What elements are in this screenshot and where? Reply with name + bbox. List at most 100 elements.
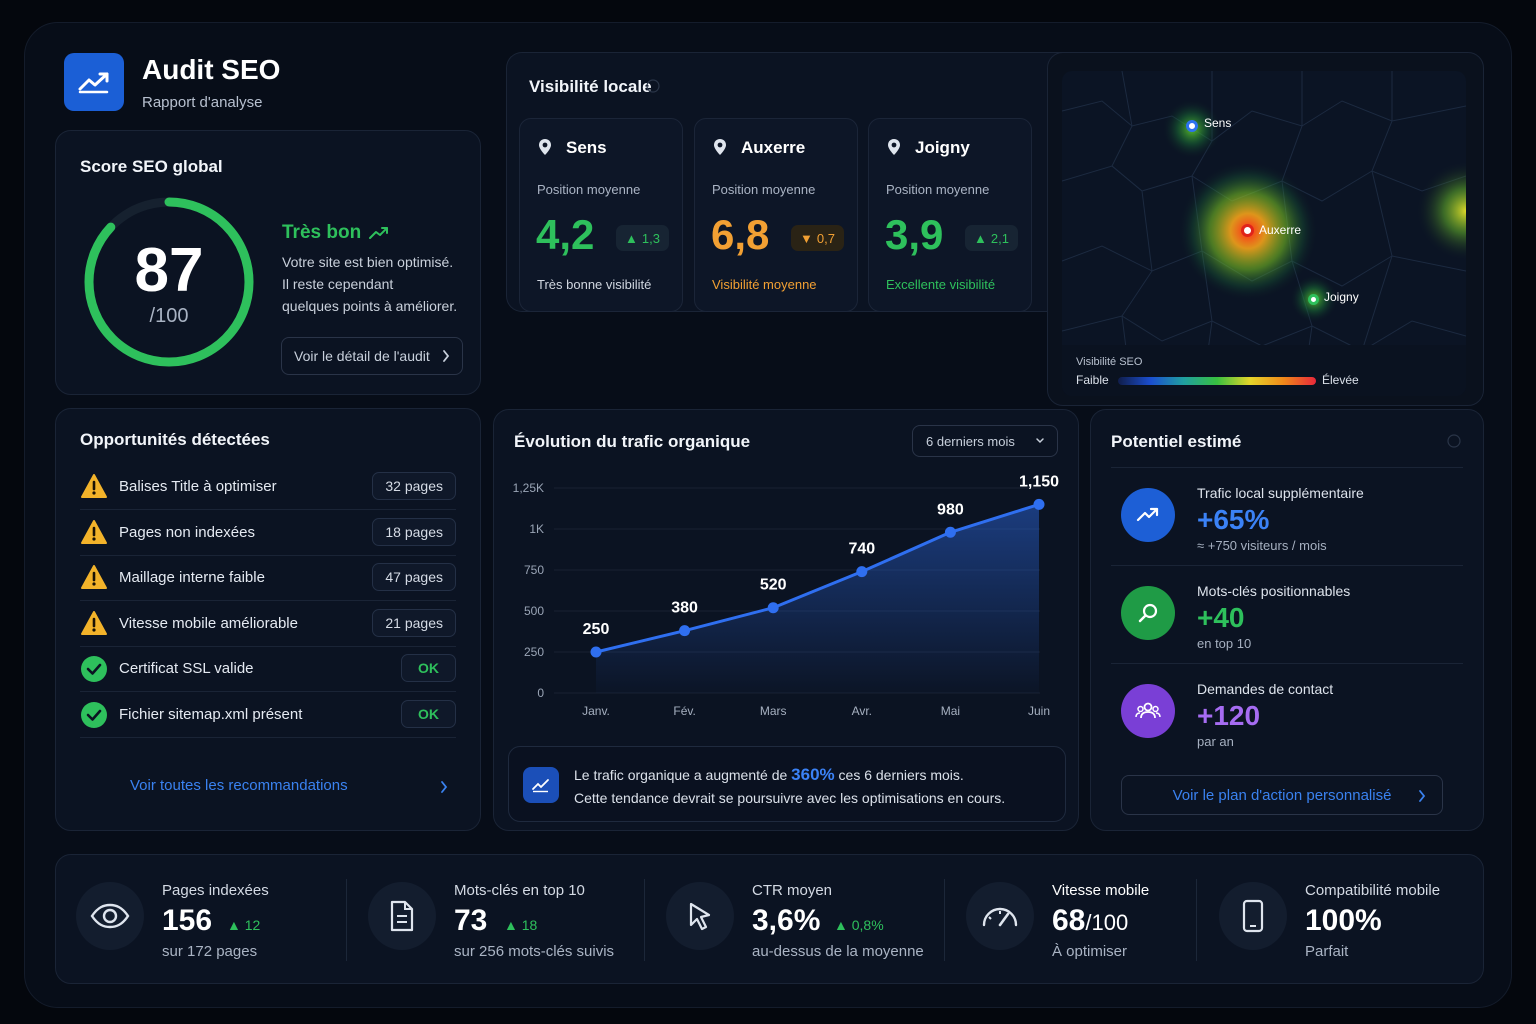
chevron-right-icon [442, 349, 450, 363]
eye-icon [76, 882, 144, 950]
city-name: Joigny [915, 138, 970, 157]
info-icon[interactable] [1447, 434, 1461, 448]
data-label: 980 [937, 501, 964, 518]
opportunity-label: Maillage interne faible [119, 569, 265, 587]
city-card-sens[interactable]: Sens Position moyenne 4,2 ▲ 1,3 Très bonn… [519, 118, 683, 312]
stat-sub: au-dessus de la moyenne [752, 943, 924, 960]
city-card-auxerre[interactable]: Auxerre Position moyenne 6,8 ▼ 0,7 Visibi… [694, 118, 858, 312]
arrow-up-icon: ▲ [974, 230, 987, 246]
stat-label: Pages indexées [162, 882, 269, 899]
opportunity-item[interactable]: Balises Title à optimiser 32 pages [80, 464, 456, 510]
document-icon [368, 882, 436, 950]
action-plan-label: Voir le plan d'action personnalisé [1172, 786, 1392, 804]
city-value: 4,2 [536, 211, 595, 258]
stat-ctr: CTR moyen 3,6% ▲ 0,8% au-dessus de la mo… [666, 855, 946, 985]
opportunity-item[interactable]: Maillage interne faible 47 pages [80, 555, 456, 602]
map-marker-auxerre[interactable] [1241, 224, 1254, 237]
audit-detail-label: Voir le détail de l'audit [294, 348, 430, 364]
map-legend: Visibilité SEO Faible Élevée [1062, 345, 1466, 396]
divider [346, 879, 347, 961]
city-note: Excellente visibilité [886, 277, 996, 292]
city-delta-badge: ▲ 1,3 [616, 225, 669, 251]
opportunities-title: Opportunités détectées [80, 430, 270, 449]
location-pin-icon [538, 138, 552, 156]
check-circle-icon [80, 701, 108, 729]
audit-detail-button[interactable]: Voir le détail de l'audit [281, 337, 463, 375]
search-icon [1121, 586, 1175, 640]
stat-value: 100% [1305, 904, 1382, 937]
traffic-card: Évolution du trafic organique 6 derniers… [493, 409, 1079, 831]
city-delta: 1,3 [641, 230, 660, 246]
stat-mobile-speed: Vitesse mobile 68/100 À optimiser [966, 855, 1196, 985]
opportunity-item[interactable]: Pages non indexées 18 pages [80, 510, 456, 556]
app-title: Audit SEO [142, 54, 281, 85]
opportunity-item[interactable]: Vitesse mobile améliorable 21 pages [80, 601, 456, 647]
visibility-map-card: Sens Auxerre Joigny Visibilité SEO Faibl… [1047, 52, 1484, 406]
arrow-down-icon: ▼ [800, 230, 813, 246]
score-value: 87 [134, 236, 204, 305]
divider [644, 879, 645, 961]
trending-up-icon [1121, 488, 1175, 542]
city-card-joigny[interactable]: Joigny Position moyenne 3,9 ▲ 2,1 Excelle… [868, 118, 1032, 312]
y-tick-label: 500 [524, 604, 544, 618]
x-tick-label: Mars [760, 704, 787, 718]
data-label: 1,150 [1019, 473, 1059, 490]
insight-highlight: 360% [791, 765, 835, 784]
data-point [767, 602, 779, 614]
opportunity-badge: 21 pages [372, 608, 456, 637]
data-label: 380 [671, 600, 698, 617]
traffic-title: Évolution du trafic organique [514, 432, 751, 451]
y-tick-label: 1K [529, 522, 544, 536]
opportunity-badge: 18 pages [372, 517, 456, 546]
score-card: Score SEO global 87 /100 Très bon Votre … [55, 130, 481, 395]
map-marker-joigny[interactable] [1308, 294, 1319, 305]
score-desc-line: Votre site est bien optimisé. [282, 254, 454, 270]
score-gauge-arc [84, 197, 254, 367]
score-desc-line: quelques points à améliorer. [282, 298, 458, 314]
users-icon [1121, 684, 1175, 738]
city-label: Position moyenne [712, 182, 816, 197]
chevron-right-icon[interactable] [440, 780, 448, 794]
heat-map[interactable]: Sens Auxerre Joigny Visibilité SEO Faibl… [1062, 71, 1466, 396]
opportunity-label: Fichier sitemap.xml présent [119, 706, 303, 723]
stat-value: 68 [1052, 904, 1086, 937]
stat-label: Compatibilité mobile [1305, 882, 1441, 899]
series-line [595, 502, 1040, 654]
city-name: Auxerre [741, 138, 806, 157]
stat-value-suffix: /100 [1085, 910, 1129, 935]
app-subtitle: Rapport d'analyse [142, 94, 263, 111]
legend-high: Élevée [1322, 373, 1359, 387]
map-label: Sens [1204, 116, 1232, 130]
info-icon[interactable] [646, 79, 660, 93]
score-title: Score SEO global [80, 157, 223, 176]
data-label: 520 [760, 577, 787, 594]
local-title: Visibilité locale [529, 77, 652, 96]
stat-label: Mots-clés en top 10 [454, 882, 585, 899]
map-marker-sens[interactable] [1186, 120, 1198, 132]
stat-delta: ▲ 12 [227, 917, 261, 933]
all-recommendations-link[interactable]: Voir toutes les recommandations [130, 777, 348, 794]
score-description: Votre site est bien optimisé. Il reste c… [282, 251, 457, 317]
opportunity-item[interactable]: Certificat SSL valide OK [80, 646, 456, 693]
period-label: 6 derniers mois [926, 433, 1015, 449]
city-value: 3,9 [885, 211, 944, 258]
data-point [590, 646, 602, 658]
city-delta-badge: ▲ 2,1 [965, 225, 1018, 251]
score-rating-label: Très bon [282, 222, 362, 243]
y-tick-label: 0 [537, 686, 544, 700]
trending-up-icon [369, 226, 389, 240]
action-plan-button[interactable]: Voir le plan d'action personnalisé [1121, 775, 1443, 815]
stat-sub: Parfait [1305, 943, 1349, 960]
city-label: Position moyenne [886, 182, 990, 197]
arrow-up-icon: ▲ [625, 230, 638, 246]
stat-delta: ▲ 18 [504, 917, 538, 933]
opportunity-item[interactable]: Fichier sitemap.xml présent OK [80, 692, 456, 738]
potential-sub: ≈ +750 visiteurs / mois [1197, 538, 1327, 553]
divider [1111, 467, 1463, 468]
city-note: Très bonne visibilité [537, 277, 652, 292]
score-max: /100 [149, 305, 189, 327]
warning-icon [80, 610, 108, 636]
stat-label: Vitesse mobile [1052, 882, 1150, 899]
period-select[interactable]: 6 derniers mois [912, 425, 1058, 457]
stat-delta-value: 18 [521, 917, 538, 933]
